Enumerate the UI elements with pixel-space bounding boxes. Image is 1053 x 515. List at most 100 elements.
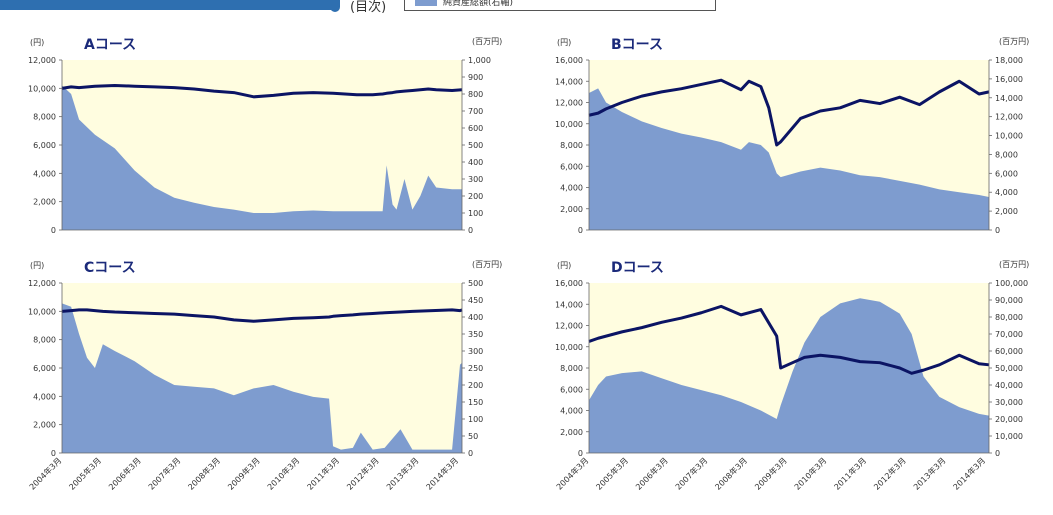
header-band [0,0,338,10]
left-tick-label: 4,000 [33,392,56,401]
right-tick-label: 20,000 [995,415,1023,424]
x-tick-label: 2010年3月 [265,455,301,491]
left-tick-label: 4,000 [560,407,583,416]
series-nav-line [61,84,463,99]
left-tick-label: 16,000 [555,279,583,288]
x-tick-label: 2005年3月 [594,455,630,491]
right-tick-label: 500 [468,141,483,150]
chart-title-b: Bコース [611,37,663,53]
left-tick-label: 2,000 [33,421,56,430]
left-tick-label: 6,000 [33,141,56,150]
left-tick-label: 8,000 [560,364,583,373]
right-tick-label: 200 [468,381,483,390]
left-axis-unit: (円) [30,261,44,270]
left-tick-label: 4,000 [33,169,56,178]
left-tick-label: 16,000 [555,56,583,65]
right-tick-label: 0 [468,226,473,235]
left-tick-label: 12,000 [555,322,583,331]
x-tick-label: 2004年3月 [554,455,590,491]
series-net-assets-area [589,298,989,453]
right-tick-label: 60,000 [995,347,1023,356]
right-tick-label: 250 [468,364,483,373]
right-tick-label: 100 [468,415,483,424]
right-tick-label: 4,000 [995,188,1018,197]
left-tick-label: 12,000 [28,56,56,65]
right-tick-label: 18,000 [995,56,1023,65]
x-tick-label: 2007年3月 [146,455,182,491]
x-tick-label: 2007年3月 [673,455,709,491]
right-tick-label: 90,000 [995,296,1023,305]
right-tick-label: 150 [468,398,483,407]
left-tick-label: 2,000 [33,198,56,207]
x-tick-label: 2011年3月 [305,455,341,491]
right-tick-label: 1,000 [468,56,491,65]
left-tick-label: 0 [51,449,56,458]
left-tick-label: 8,000 [33,336,56,345]
right-tick-label: 0 [995,449,1000,458]
right-tick-label: 10,000 [995,432,1023,441]
chart-a: 0 2,000 4,000 6,000 8,000 10,000 12,000 0 100 200… [28,37,502,235]
left-tick-label: 2,000 [560,428,583,437]
x-tick-label: 2008年3月 [713,455,749,491]
right-tick-label: 16,000 [995,75,1023,84]
right-tick-label: 450 [468,296,483,305]
table-of-contents-link[interactable]: (目次) [350,0,387,15]
left-tick-label: 8,000 [560,141,583,150]
right-tick-label: 700 [468,107,483,116]
right-tick-label: 400 [468,158,483,167]
series-net-assets-area [589,88,989,230]
right-tick-label: 6,000 [995,169,1018,178]
right-tick-label: 200 [468,192,483,201]
x-tick-label: 2013年3月 [911,455,947,491]
left-tick-label: 12,000 [28,279,56,288]
right-tick-label: 50 [468,432,478,441]
right-tick-label: 40,000 [995,381,1023,390]
right-tick-label: 50,000 [995,364,1023,373]
series-net-assets-area [62,303,462,453]
right-tick-label: 100 [468,209,483,218]
chart-d: 0 2,000 4,000 6,000 8,000 10,000 12,000 14,000 1… [554,260,1029,492]
left-tick-label: 6,000 [560,385,583,394]
x-tick-label: 2014年3月 [951,455,987,491]
x-tick-label: 2013年3月 [384,455,420,491]
left-tick-label: 0 [578,449,583,458]
right-axis-unit: (百万円) [999,260,1029,269]
right-tick-label: 12,000 [995,113,1023,122]
header-band-corner [330,0,340,12]
right-tick-label: 0 [468,449,473,458]
left-tick-label: 2,000 [560,205,583,214]
right-tick-label: 0 [995,226,1000,235]
legend-label-net-assets: 純資産総額(右軸) [443,0,514,8]
x-tick-label: 2012年3月 [871,455,907,491]
right-tick-label: 8,000 [995,150,1018,159]
right-tick-label: 400 [468,313,483,322]
x-tick-label: 2009年3月 [752,455,788,491]
left-tick-label: 10,000 [555,343,583,352]
left-tick-label: 6,000 [560,162,583,171]
left-tick-label: 10,000 [28,84,56,93]
x-tick-label: 2009年3月 [225,455,261,491]
right-tick-label: 800 [468,90,483,99]
right-tick-label: 70,000 [995,330,1023,339]
right-axis-unit: (百万円) [999,37,1029,46]
right-tick-label: 30,000 [995,398,1023,407]
right-tick-label: 500 [468,279,483,288]
x-tick-label: 2014年3月 [424,455,460,491]
left-tick-label: 10,000 [28,307,56,316]
legend-swatch-net-assets [415,0,437,6]
right-tick-label: 10,000 [995,132,1023,141]
right-tick-label: 100,000 [995,279,1028,288]
left-tick-label: 14,000 [555,77,583,86]
series-net-assets-area [62,85,462,230]
right-tick-label: 600 [468,124,483,133]
chart-title-c: Cコース [84,260,136,276]
right-tick-label: 300 [468,175,483,184]
chart-b: 0 2,000 4,000 6,000 8,000 10,000 12,000 14,000 1… [555,37,1029,235]
left-tick-label: 10,000 [555,120,583,129]
left-axis-unit: (円) [557,261,571,270]
left-tick-label: 12,000 [555,99,583,108]
legend: 純資産総額(右軸) [404,0,716,11]
x-tick-label: 2010年3月 [792,455,828,491]
left-tick-label: 0 [51,226,56,235]
x-tick-label: 2006年3月 [633,455,669,491]
